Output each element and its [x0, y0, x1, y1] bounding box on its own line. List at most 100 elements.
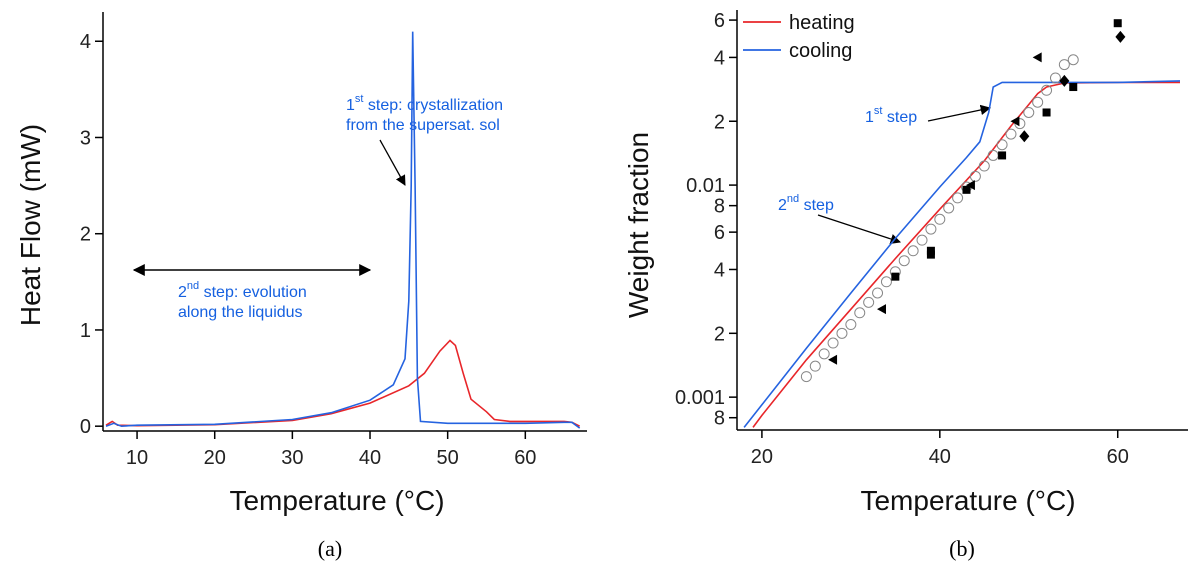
point	[1058, 59, 1070, 71]
x-axis-title: Temperature (°C)	[860, 485, 1075, 516]
y-tick-label: 3	[80, 127, 91, 149]
annotation-text: nd	[187, 280, 199, 292]
x-tick-label: 10	[126, 447, 148, 469]
point	[1042, 108, 1051, 117]
x-tick-label: 40	[359, 447, 381, 469]
x-tick-label: 60	[1107, 446, 1129, 468]
point	[925, 223, 937, 235]
point	[1023, 106, 1035, 118]
y-axis-title: Weight fraction	[623, 132, 654, 318]
y-tick-label: 6	[714, 10, 725, 32]
point	[907, 245, 919, 257]
point	[965, 180, 975, 191]
line	[105, 31, 581, 429]
arrow	[817, 214, 901, 245]
point	[952, 192, 964, 204]
legend-label: heating	[789, 12, 855, 34]
y-tick-label: 4	[714, 47, 725, 69]
annotation-text: 2	[178, 284, 187, 301]
point	[800, 371, 812, 383]
point	[934, 213, 946, 225]
point	[996, 139, 1008, 151]
annotation-text: 2	[778, 197, 787, 214]
point	[1019, 130, 1030, 143]
y-tick-label: 0	[80, 416, 91, 438]
arrow	[379, 139, 406, 186]
annotation-text: 1	[865, 109, 874, 126]
annotation: 2nd step: evolution	[178, 280, 307, 301]
caption: (a)	[318, 536, 342, 561]
x-axis-title: Temperature (°C)	[229, 485, 444, 516]
axes-b	[736, 10, 1188, 431]
point	[876, 304, 886, 315]
y-tick-label: 2	[714, 323, 725, 345]
x-tick-label: 30	[281, 447, 303, 469]
y-tick-label: 4	[714, 259, 725, 281]
y-tick-label: 6	[714, 222, 725, 244]
point	[998, 151, 1007, 160]
y-tick-label: 0.001	[675, 387, 725, 409]
x-tick-label: 40	[929, 446, 951, 468]
point	[854, 307, 866, 319]
point	[1005, 128, 1017, 140]
point	[880, 276, 892, 288]
x-tick-label: 20	[204, 447, 226, 469]
y-tick-label: 0.01	[686, 175, 725, 197]
line	[752, 81, 1180, 428]
point	[1067, 54, 1079, 66]
point	[891, 272, 900, 281]
x-tick-label: 60	[514, 447, 536, 469]
y-tick-label: 2	[80, 224, 91, 246]
y-tick-label: 2	[714, 111, 725, 133]
annotation: 1st step: crystallization	[346, 93, 503, 114]
point	[943, 202, 955, 214]
annotation-text: step: crystallization	[363, 97, 503, 114]
annotation-text: 1	[346, 97, 355, 114]
point	[836, 327, 848, 339]
line	[743, 80, 1181, 428]
annotation: 2nd step	[778, 193, 834, 214]
point	[818, 348, 830, 360]
point	[1069, 83, 1078, 92]
point	[828, 354, 838, 365]
point	[987, 149, 999, 161]
y-tick-label: 8	[714, 408, 725, 430]
y-axis-title: Heat Flow (mW)	[15, 124, 46, 326]
annotation-text: step: evolution	[199, 284, 307, 301]
point	[1049, 72, 1061, 84]
point	[1032, 96, 1044, 108]
line	[105, 339, 581, 427]
annotation-text: step	[882, 109, 917, 126]
point	[1041, 84, 1053, 96]
y-tick-label: 4	[80, 31, 91, 53]
annotation-text: nd	[787, 193, 799, 205]
point	[969, 170, 981, 182]
point	[898, 255, 910, 267]
point	[863, 296, 875, 308]
y-tick-label: 1	[80, 320, 91, 342]
arrow	[927, 104, 992, 122]
annotation-text: st	[355, 93, 364, 105]
point	[1115, 30, 1126, 43]
point	[1059, 74, 1070, 87]
annotation-text: step	[799, 197, 834, 214]
x-tick-label: 50	[437, 447, 459, 469]
point	[978, 160, 990, 172]
annotation: along the liquidus	[178, 304, 303, 321]
point	[926, 246, 935, 255]
point	[845, 319, 857, 331]
point	[962, 185, 971, 194]
annotation: from the supersat. sol	[346, 117, 500, 134]
caption: (b)	[949, 536, 975, 561]
y-tick-label: 8	[714, 196, 725, 218]
annotation: 1st step	[865, 105, 917, 126]
point	[809, 360, 821, 372]
point	[872, 287, 884, 299]
legend-label: cooling	[789, 40, 852, 62]
point	[1113, 19, 1122, 28]
axes-a	[102, 12, 587, 432]
point	[827, 337, 839, 349]
x-tick-label: 20	[751, 446, 773, 468]
point	[1032, 52, 1042, 63]
